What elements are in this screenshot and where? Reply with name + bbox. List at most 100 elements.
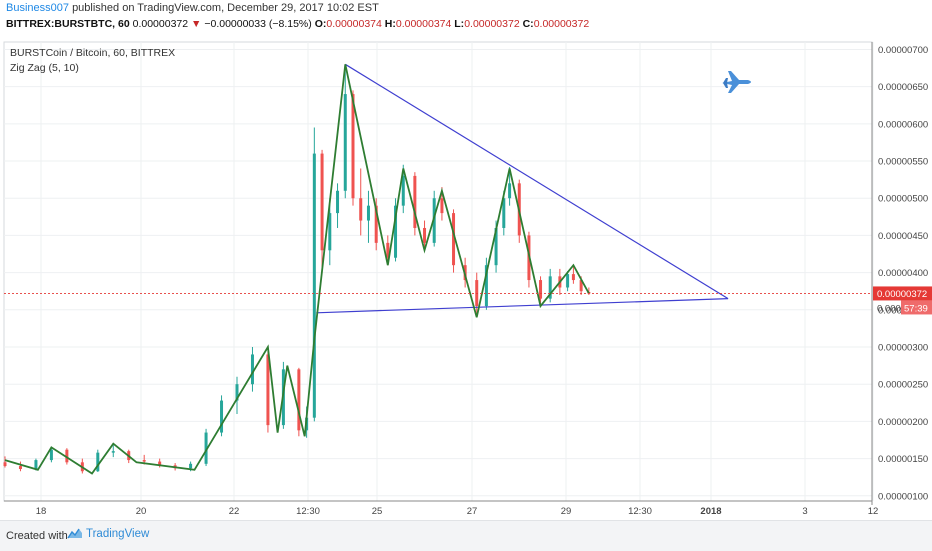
y-tick-label: 0.00000450 — [878, 231, 928, 242]
countdown-badge — [901, 300, 932, 315]
down-arrow-icon: ▼ — [191, 18, 202, 30]
change-value: −0.00000033 (−8.15%) — [204, 18, 312, 30]
x-tick-label: 25 — [372, 506, 383, 517]
open-value: 0.00000374 — [326, 18, 382, 30]
candle-body — [508, 183, 512, 199]
published-text: published on TradingView.com, December 2… — [72, 2, 379, 14]
x-tick-label: 2018 — [700, 506, 721, 517]
candle-body — [374, 205, 378, 243]
candle-body — [401, 175, 405, 206]
candle-body — [548, 276, 552, 299]
y-tick-label: 0.00000300 — [878, 343, 928, 354]
candle-body — [423, 227, 427, 243]
candle-body — [312, 153, 316, 418]
candle-body — [502, 198, 506, 228]
chart-legend-title: BURSTCoin / Bitcoin, 60, BITTREX — [10, 47, 176, 59]
created-with-text: Created with — [6, 530, 68, 542]
candle-body — [539, 280, 543, 299]
tradingview-brand-link[interactable]: TradingView — [67, 528, 149, 540]
low-value: 0.00000372 — [464, 18, 520, 30]
zigzag-line — [4, 64, 590, 475]
y-tick-label: 0.00000100 — [878, 491, 928, 502]
x-tick-label: 29 — [561, 506, 572, 517]
candle-body — [328, 213, 332, 251]
trendline[interactable] — [316, 298, 729, 314]
author-link[interactable]: Business007 — [6, 2, 69, 14]
candle-body — [266, 354, 270, 426]
y-tick-label: 0.00000150 — [878, 454, 928, 465]
x-tick-label: 22 — [229, 506, 240, 517]
candle-body — [189, 463, 193, 469]
chart-legend-indicator[interactable]: Zig Zag (5, 10) — [10, 62, 79, 74]
publish-line: Business007 published on TradingView.com… — [6, 2, 379, 14]
x-tick-label: 18 — [36, 506, 47, 517]
x-tick-label: 27 — [467, 506, 478, 517]
jet-fighter-icon — [722, 71, 751, 93]
candle-body — [366, 205, 370, 221]
x-tick-label: 12:30 — [628, 506, 652, 517]
candle-body — [343, 94, 347, 191]
candle-body — [351, 94, 355, 199]
candle-body — [413, 175, 417, 228]
price-chart[interactable]: 0.00000100 0.00000150 0.00000200 0.00000250… — [0, 38, 932, 518]
y-tick-label: 0.00000500 — [878, 194, 928, 205]
y-tick-label: 0.00000400 — [878, 268, 928, 279]
close-label: C: — [522, 18, 534, 30]
x-tick-label: 20 — [136, 506, 147, 517]
candle-body — [142, 460, 146, 462]
x-tick-label: 3 — [802, 506, 807, 517]
x-tick-label: 12:30 — [296, 506, 320, 517]
tradingview-logo-icon — [67, 529, 82, 539]
candle-body — [111, 451, 115, 453]
candle-body — [235, 384, 239, 401]
open-label: O: — [314, 18, 327, 30]
candle-body — [220, 400, 224, 433]
candle-body — [204, 432, 208, 464]
candle-body — [571, 274, 575, 281]
candle-body — [336, 190, 340, 214]
price-badge — [873, 286, 932, 301]
price-badge-text: 0.00000372 — [877, 289, 927, 300]
candle-body — [297, 369, 301, 431]
close-value: 0.00000372 — [533, 18, 590, 30]
tradingview-brand-label: TradingView — [86, 528, 150, 540]
candle-body — [34, 460, 38, 470]
price-badge-partial-text: 0.000 — [877, 303, 901, 314]
candle-body — [49, 449, 53, 461]
plot-frame — [3, 41, 873, 502]
candle-body — [452, 213, 456, 266]
candle-body — [359, 198, 363, 221]
candle-body — [484, 265, 488, 307]
candle-body — [386, 242, 390, 258]
symbol-label: BITTREX:BURSTBTC, 60 — [6, 18, 130, 30]
candle-body — [96, 452, 100, 472]
candle-body — [18, 466, 22, 470]
candle-body — [320, 153, 324, 251]
y-tick-label: 0.00000250 — [878, 380, 928, 391]
candle-body — [394, 205, 398, 258]
candle-body — [494, 227, 498, 266]
candle-body — [579, 280, 583, 292]
y-tick-label: 0.00000200 — [878, 417, 928, 428]
high-label: H: — [384, 18, 396, 30]
ohlc-line: BITTREX:BURSTBTC, 60 0.00000372 ▼ −0.000… — [6, 18, 589, 30]
y-tick-label: 0.00000650 — [878, 82, 928, 93]
y-tick-label: 0.00000550 — [878, 157, 928, 168]
candle-body — [566, 274, 570, 288]
trendline[interactable] — [344, 63, 729, 300]
last-value: 0.00000372 — [132, 18, 189, 30]
candle-body — [440, 198, 444, 214]
candle-body — [65, 449, 69, 463]
candle-body — [432, 198, 436, 243]
candle-body — [3, 462, 7, 467]
y-tick-label: 0.00000600 — [878, 119, 928, 130]
chart-area[interactable]: 0.00000100 0.00000150 0.00000200 0.00000250… — [0, 38, 932, 523]
footer-bar: Created with TradingView — [0, 520, 932, 551]
high-value: 0.00000374 — [395, 18, 452, 30]
x-tick-label: 12 — [868, 506, 879, 517]
y-tick-label: 0.00000700 — [878, 45, 928, 56]
candle-body — [158, 461, 162, 466]
low-label: L: — [454, 18, 465, 30]
candle-body — [250, 354, 254, 385]
countdown-badge-text: 57:39 — [904, 303, 928, 314]
